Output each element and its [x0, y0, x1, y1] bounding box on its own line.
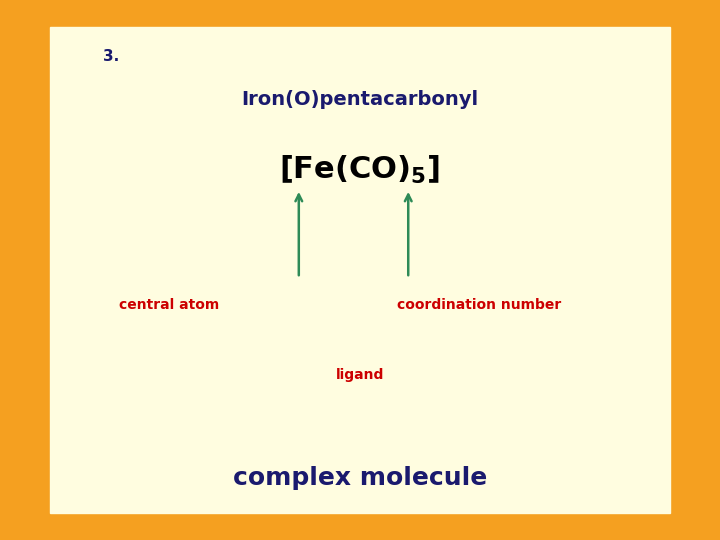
- Text: complex molecule: complex molecule: [233, 466, 487, 490]
- Text: coordination number: coordination number: [397, 298, 561, 312]
- Text: ligand: ligand: [336, 368, 384, 382]
- Text: $\mathbf{[Fe(CO)_5]}$: $\mathbf{[Fe(CO)_5]}$: [279, 154, 441, 186]
- FancyBboxPatch shape: [50, 27, 670, 513]
- Text: central atom: central atom: [119, 298, 220, 312]
- Text: Iron(O)pentacarbonyl: Iron(O)pentacarbonyl: [241, 90, 479, 110]
- Text: 3.: 3.: [104, 49, 120, 64]
